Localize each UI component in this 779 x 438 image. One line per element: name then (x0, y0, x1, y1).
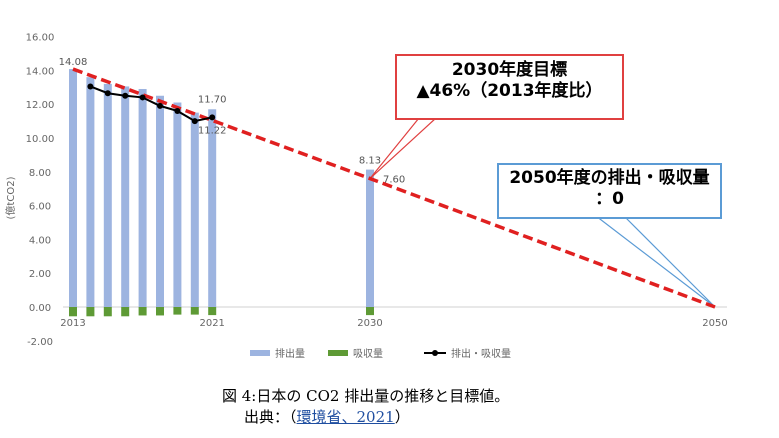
net-emission-point (191, 118, 198, 125)
y-axis-label: (億tCO2) (4, 176, 17, 219)
absorption-bar (103, 307, 112, 317)
y-tick-label: -2.00 (27, 337, 53, 348)
net-emission-point (87, 83, 94, 90)
net-emission-point (174, 107, 181, 114)
absorption-bar (173, 307, 182, 315)
source-caption: 出典：（環境省、2021） (244, 406, 410, 427)
absorption-bar (138, 307, 147, 316)
source-link[interactable]: 環境省、2021 (296, 408, 395, 426)
target-dashed-line (72, 67, 716, 309)
data-label: 7.60 (383, 175, 405, 186)
data-labels-group: 14.08 11.70 11.22 8.137.60 (59, 57, 406, 186)
x-tick-label: 2030 (357, 318, 382, 329)
y-axis-ticks: 16.00 14.00 12.00 10.00 8.00 6.00 4.00 2.00 0.00… (26, 33, 55, 348)
figure-caption: 図 4:日本の CO2 排出量の推移と目標値。 (222, 387, 510, 405)
y-tick-label: 14.00 (26, 66, 55, 77)
target-2030-reduction: ▲46%（2013年度比） (416, 81, 603, 102)
y-tick-label: 0.00 (29, 303, 51, 314)
y-tick-label: 10.00 (26, 134, 55, 145)
emission-bar (103, 83, 112, 307)
target-2050-callout: 2050年度の排出・吸収量 ：0 (497, 163, 722, 219)
target-2050-value: ：0 (595, 189, 624, 210)
y-tick-label: 2.00 (29, 269, 51, 280)
callout-2030-connector (369, 117, 437, 180)
legend-label: 排出・吸収量 (451, 347, 511, 360)
legend-marker (432, 350, 438, 356)
y-tick-label: 6.00 (29, 202, 51, 213)
absorption-bar (366, 307, 374, 316)
x-tick-label: 2021 (199, 318, 224, 329)
absorption-bar (86, 307, 95, 317)
source-suffix: ） (394, 408, 410, 426)
emission-bar (366, 169, 374, 307)
absorption-bar (121, 307, 130, 317)
target-2050-title: 2050年度の排出・吸収量 (509, 168, 710, 188)
data-label: 11.70 (198, 94, 227, 105)
target-2030-title: 2030年度目標 (451, 60, 568, 80)
net-emission-point (157, 102, 163, 109)
y-tick-label: 8.00 (29, 168, 51, 179)
co2-emissions-chart: (億tCO2) 16.00 14.00 12.00 10.00 8.00 6.00 4.00… (4, 33, 728, 360)
x-tick-label: 2013 (60, 318, 85, 329)
emission-bar (173, 102, 182, 307)
emission-bar (86, 77, 95, 307)
absorption-bar (190, 307, 199, 315)
x-tick-label: 2050 (702, 318, 727, 329)
y-tick-label: 4.00 (29, 235, 51, 246)
callout-2050-connector (595, 215, 716, 308)
legend-label: 吸収量 (353, 348, 383, 360)
target-line-group (72, 67, 716, 309)
emission-bar (208, 109, 217, 308)
emission-bar (190, 112, 199, 308)
absorption-bar (156, 307, 164, 316)
net-emission-point (209, 114, 216, 121)
net-emission-point (139, 94, 146, 101)
absorption-bar (69, 307, 77, 317)
y-tick-label: 16.00 (26, 33, 55, 44)
x-axis-ticks: 2013 2021 2030 2050 (60, 318, 727, 329)
bars-group (69, 69, 374, 317)
y-tick-label: 12.00 (26, 100, 55, 111)
net-line-group (87, 83, 216, 125)
emission-bar (69, 69, 77, 307)
net-emission-point (122, 92, 129, 99)
emission-bar (156, 95, 164, 307)
legend: 排出量 吸収量 排出・吸収量 (250, 347, 511, 360)
net-emission-point (104, 90, 111, 97)
source-prefix: 出典：（ (244, 408, 297, 426)
emission-bar (138, 88, 147, 308)
data-label: 11.22 (198, 125, 227, 136)
legend-swatch (250, 350, 270, 356)
legend-label: 排出量 (275, 347, 305, 360)
emission-bar (121, 86, 130, 307)
legend-swatch (328, 350, 348, 356)
data-label: 14.08 (59, 57, 88, 68)
data-label: 8.13 (359, 156, 381, 167)
target-2030-callout: 2030年度目標 ▲46%（2013年度比） (395, 54, 624, 120)
absorption-bar (208, 307, 217, 316)
